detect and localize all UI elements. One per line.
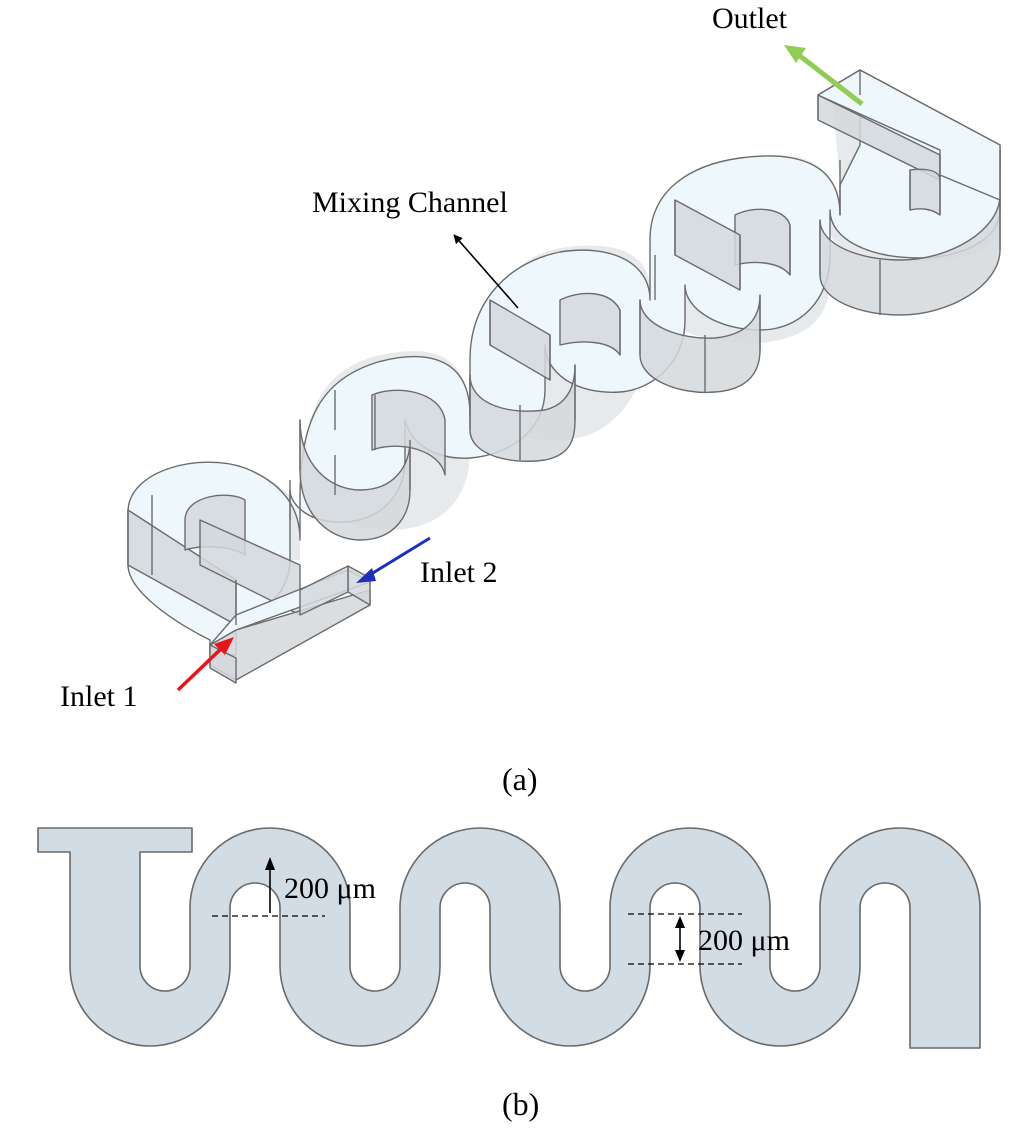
caption-b: (b) bbox=[502, 1086, 539, 1122]
serpentine-top-view bbox=[37, 827, 981, 1049]
serpentine-3d bbox=[127, 69, 1001, 684]
inlet-2-label: Inlet 2 bbox=[420, 556, 497, 589]
dimension-gap-width: 200 μm bbox=[628, 913, 790, 965]
caption-a: (a) bbox=[502, 761, 538, 797]
outlet-arrow bbox=[784, 45, 864, 106]
inlet-2-arrow bbox=[356, 536, 431, 583]
dimension-channel-width: 200 μm bbox=[212, 857, 376, 917]
outlet-label: Outlet bbox=[712, 2, 788, 35]
gap-width-label: 200 μm bbox=[698, 924, 790, 957]
panel-a-3d-channel: Outlet Mixing Channel Inlet 2 Inlet 1 (a… bbox=[60, 2, 1001, 797]
mixing-channel-label: Mixing Channel bbox=[312, 186, 508, 219]
inlet-1-arrow bbox=[176, 637, 234, 692]
mixing-channel-arrow bbox=[453, 234, 519, 309]
panel-b-top-view: 200 μm 200 μm (b) bbox=[37, 827, 981, 1122]
inlet-1-label: Inlet 1 bbox=[60, 680, 137, 713]
channel-width-label: 200 μm bbox=[284, 872, 376, 905]
